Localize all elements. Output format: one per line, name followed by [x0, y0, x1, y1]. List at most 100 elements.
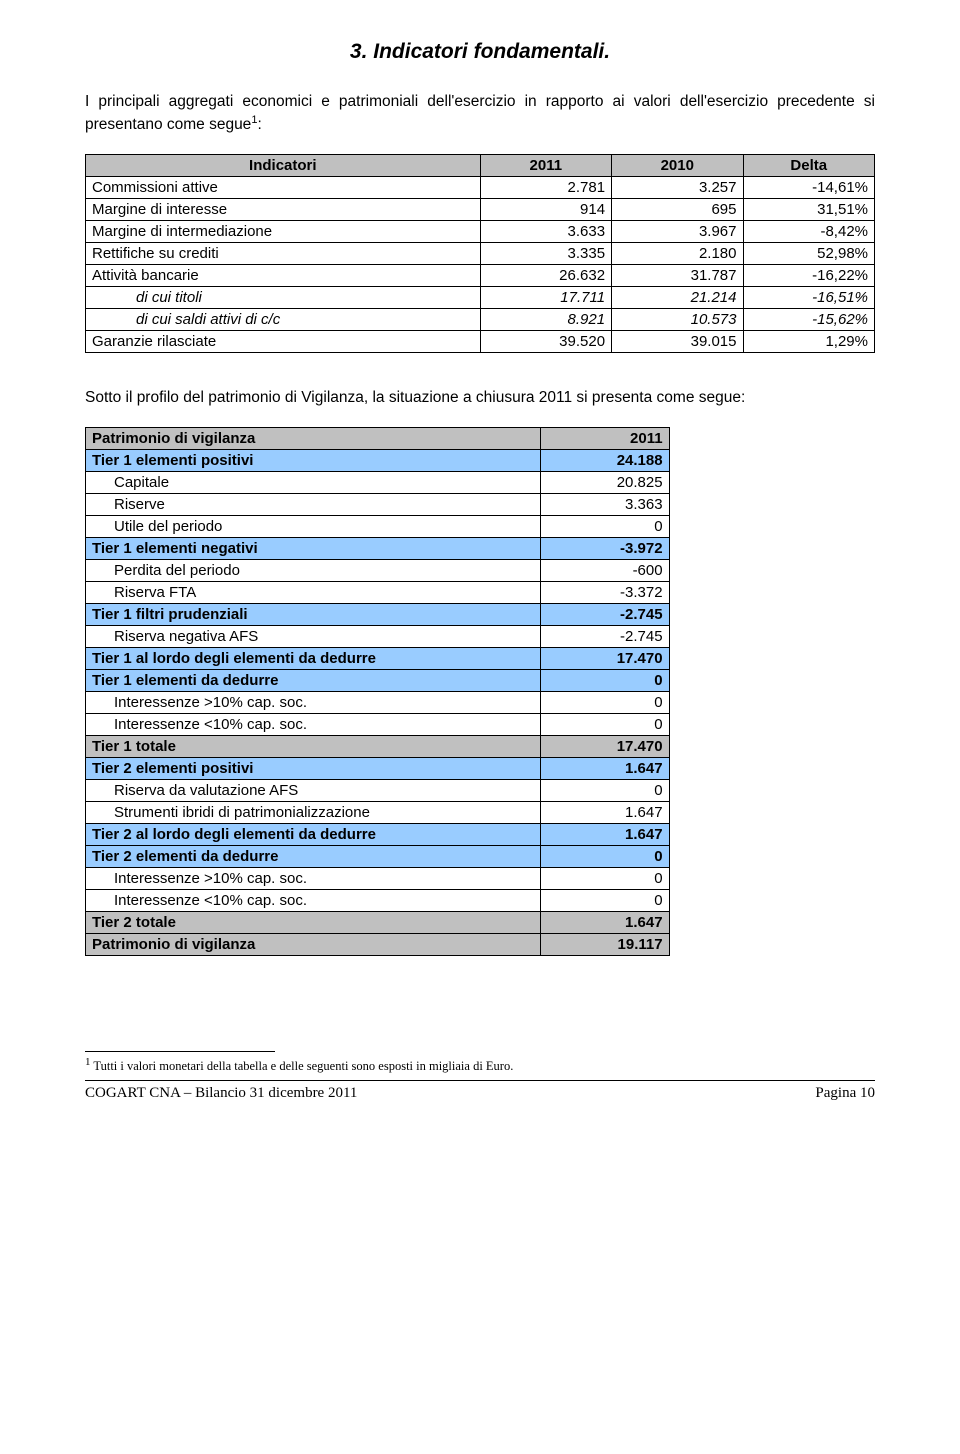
table-row: di cui saldi attivi di c/c8.92110.573-15… [86, 309, 875, 331]
row-value: 0 [541, 691, 669, 713]
table-row: Tier 1 elementi da dedurre0 [86, 669, 670, 691]
row-value: 17.711 [480, 287, 611, 309]
row-value: -2.745 [541, 625, 669, 647]
row-label: Tier 1 filtri prudenziali [86, 603, 541, 625]
row-label: di cui titoli [86, 287, 481, 309]
table-row: Garanzie rilasciate39.52039.0151,29% [86, 331, 875, 353]
row-value: 8.921 [480, 309, 611, 331]
footer-separator [85, 1080, 875, 1081]
table-row: Commissioni attive2.7813.257-14,61% [86, 177, 875, 199]
footnote-text: Tutti i valori monetari della tabella e … [91, 1059, 514, 1073]
table-row: Capitale20.825 [86, 471, 670, 493]
row-value: 39.015 [612, 331, 743, 353]
row-value: 1.647 [541, 801, 669, 823]
row-label: Patrimonio di vigilanza [86, 933, 541, 955]
table-row: Patrimonio di vigilanza19.117 [86, 933, 670, 955]
patrimonio-table: Patrimonio di vigilanza 2011 Tier 1 elem… [85, 427, 670, 956]
row-label: Attività bancarie [86, 265, 481, 287]
mid-paragraph: Sotto il profilo del patrimonio di Vigil… [85, 388, 875, 409]
table-header-row: Indicatori 2011 2010 Delta [86, 155, 875, 177]
footnote-separator [85, 1051, 275, 1052]
row-label: Commissioni attive [86, 177, 481, 199]
indicators-table: Indicatori 2011 2010 Delta Commissioni a… [85, 154, 875, 353]
row-label: Tier 2 totale [86, 911, 541, 933]
row-value: 20.825 [541, 471, 669, 493]
row-value: 3.335 [480, 243, 611, 265]
row-label: Perdita del periodo [86, 559, 541, 581]
row-value: 3.363 [541, 493, 669, 515]
table-row: Tier 2 elementi positivi1.647 [86, 757, 670, 779]
row-value: 0 [541, 713, 669, 735]
row-label: Tier 1 elementi negativi [86, 537, 541, 559]
table-row: Strumenti ibridi di patrimonializzazione… [86, 801, 670, 823]
table-row: Tier 2 al lordo degli elementi da dedurr… [86, 823, 670, 845]
row-label: Tier 1 totale [86, 735, 541, 757]
row-value: 0 [541, 889, 669, 911]
row-label: di cui saldi attivi di c/c [86, 309, 481, 331]
col-header: Delta [743, 155, 875, 177]
row-label: Tier 2 al lordo degli elementi da dedurr… [86, 823, 541, 845]
row-value: 2.180 [612, 243, 743, 265]
row-label: Interessenze <10% cap. soc. [86, 889, 541, 911]
row-value: 1.647 [541, 911, 669, 933]
row-value: 0 [541, 669, 669, 691]
row-delta: -14,61% [743, 177, 875, 199]
row-label: Riserva da valutazione AFS [86, 779, 541, 801]
table-row: Tier 1 al lordo degli elementi da dedurr… [86, 647, 670, 669]
table-row: Riserva negativa AFS-2.745 [86, 625, 670, 647]
row-value: 17.470 [541, 735, 669, 757]
row-value: 0 [541, 779, 669, 801]
table-row: Interessenze <10% cap. soc.0 [86, 889, 670, 911]
intro-text-b: : [257, 116, 261, 133]
row-label: Riserve [86, 493, 541, 515]
row-delta: -8,42% [743, 221, 875, 243]
footnote: 1 Tutti i valori monetari della tabella … [85, 1056, 875, 1074]
row-value: 39.520 [480, 331, 611, 353]
row-value: 3.257 [612, 177, 743, 199]
row-label: Strumenti ibridi di patrimonializzazione [86, 801, 541, 823]
row-label: Tier 1 al lordo degli elementi da dedurr… [86, 647, 541, 669]
row-value: 3.633 [480, 221, 611, 243]
row-value: 0 [541, 515, 669, 537]
row-label: Utile del periodo [86, 515, 541, 537]
row-value: 1.647 [541, 823, 669, 845]
row-value: 31.787 [612, 265, 743, 287]
row-label: Tier 2 elementi da dedurre [86, 845, 541, 867]
col-header: 2011 [480, 155, 611, 177]
row-value: 10.573 [612, 309, 743, 331]
row-value: 19.117 [541, 933, 669, 955]
row-label: Tier 1 elementi da dedurre [86, 669, 541, 691]
table-row: Riserve3.363 [86, 493, 670, 515]
table-row: Tier 2 elementi da dedurre0 [86, 845, 670, 867]
row-label: Interessenze <10% cap. soc. [86, 713, 541, 735]
intro-text-a: I principali aggregati economici e patri… [85, 93, 875, 133]
col-header: 2011 [541, 427, 669, 449]
row-label: Margine di intermediazione [86, 221, 481, 243]
row-value: 0 [541, 845, 669, 867]
row-delta: 31,51% [743, 199, 875, 221]
table-row: Interessenze <10% cap. soc.0 [86, 713, 670, 735]
row-delta: 1,29% [743, 331, 875, 353]
row-label: Interessenze >10% cap. soc. [86, 867, 541, 889]
row-label: Garanzie rilasciate [86, 331, 481, 353]
table-row: Riserva FTA-3.372 [86, 581, 670, 603]
row-value: 3.967 [612, 221, 743, 243]
row-value: 21.214 [612, 287, 743, 309]
row-label: Interessenze >10% cap. soc. [86, 691, 541, 713]
section-title: 3. Indicatori fondamentali. [85, 40, 875, 64]
row-delta: -16,51% [743, 287, 875, 309]
row-value: 26.632 [480, 265, 611, 287]
table-row: Interessenze >10% cap. soc.0 [86, 691, 670, 713]
row-value: 914 [480, 199, 611, 221]
col-header: Patrimonio di vigilanza [86, 427, 541, 449]
row-value: -3.972 [541, 537, 669, 559]
table-row: Perdita del periodo-600 [86, 559, 670, 581]
row-value: 695 [612, 199, 743, 221]
row-delta: -16,22% [743, 265, 875, 287]
table-header-row: Patrimonio di vigilanza 2011 [86, 427, 670, 449]
row-label: Margine di interesse [86, 199, 481, 221]
row-value: 17.470 [541, 647, 669, 669]
table-row: Margine di interesse91469531,51% [86, 199, 875, 221]
table-row: Interessenze >10% cap. soc.0 [86, 867, 670, 889]
footer-left: COGART CNA – Bilancio 31 dicembre 2011 [85, 1085, 357, 1102]
